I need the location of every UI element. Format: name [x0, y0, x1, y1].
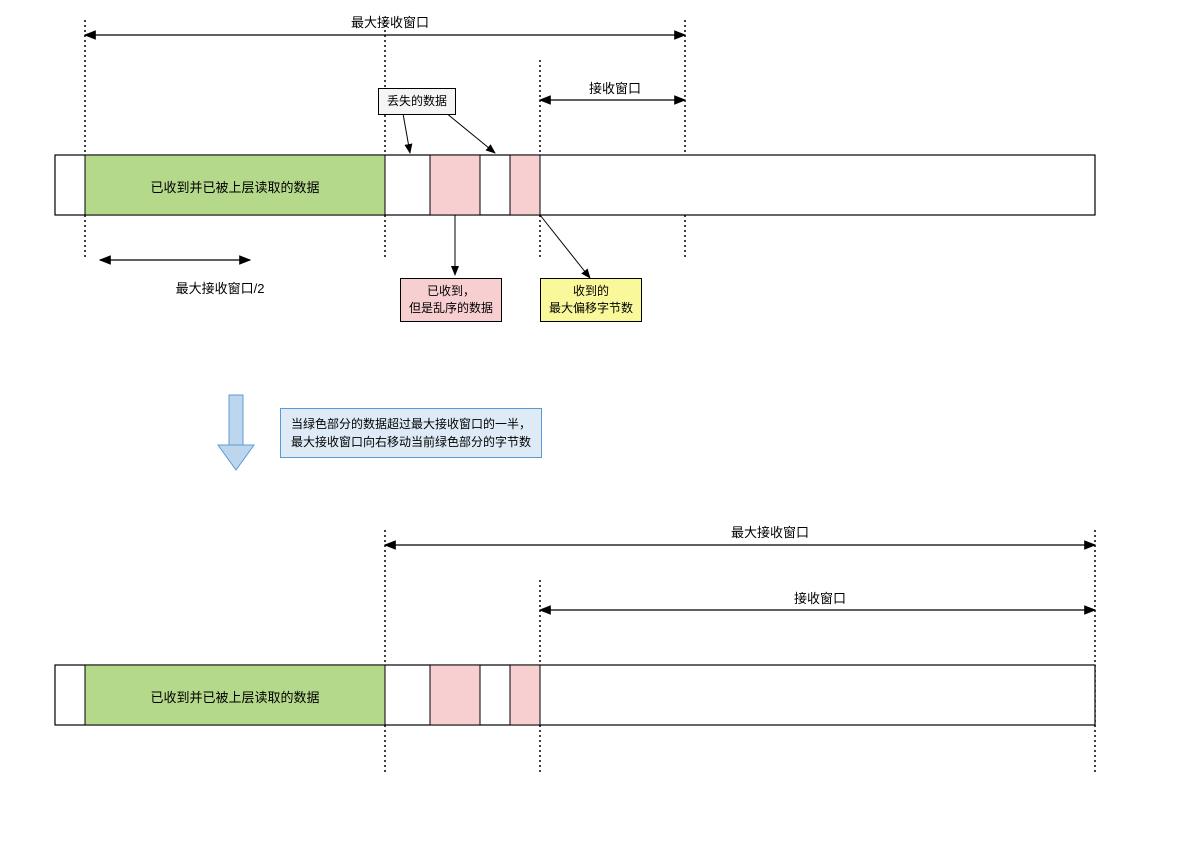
info-line2: 最大接收窗口向右移动当前绿色部分的字节数 [291, 435, 531, 449]
d1-max-offset-line2: 最大偏移字节数 [549, 301, 633, 315]
d1-pink-segment-1 [430, 155, 480, 215]
d1-pink-segment-2 [510, 155, 540, 215]
d1-max-window-label: 最大接收窗口 [300, 12, 480, 31]
d2-green-text: 已收到并已被上层读取的数据 [85, 687, 385, 706]
d1-recv-window-label: 接收窗口 [555, 78, 675, 97]
d1-out-of-order-line1: 已收到， [427, 284, 475, 298]
d1-out-of-order-line2: 但是乱序的数据 [409, 301, 493, 315]
d1-lost-data-box: 丢失的数据 [378, 88, 456, 115]
d1-max-offset-line1: 收到的 [573, 284, 609, 298]
d2-pink-segment-2 [510, 665, 540, 725]
d1-half-label: 最大接收窗口/2 [150, 278, 290, 297]
transition-arrow [218, 395, 254, 470]
d2-max-window-label: 最大接收窗口 [680, 522, 860, 541]
d1-green-text: 已收到并已被上层读取的数据 [85, 177, 385, 196]
info-box: 当绿色部分的数据超过最大接收窗口的一半， 最大接收窗口向右移动当前绿色部分的字节… [280, 408, 542, 458]
d1-out-of-order-box: 已收到， 但是乱序的数据 [400, 278, 502, 322]
info-line1: 当绿色部分的数据超过最大接收窗口的一半， [291, 417, 531, 431]
d1-yellow-arrow [540, 215, 590, 278]
d2-pink-segment-1 [430, 665, 480, 725]
diagram-svg [0, 0, 1181, 851]
d1-max-offset-box: 收到的 最大偏移字节数 [540, 278, 642, 322]
d2-recv-window-label: 接收窗口 [760, 588, 880, 607]
